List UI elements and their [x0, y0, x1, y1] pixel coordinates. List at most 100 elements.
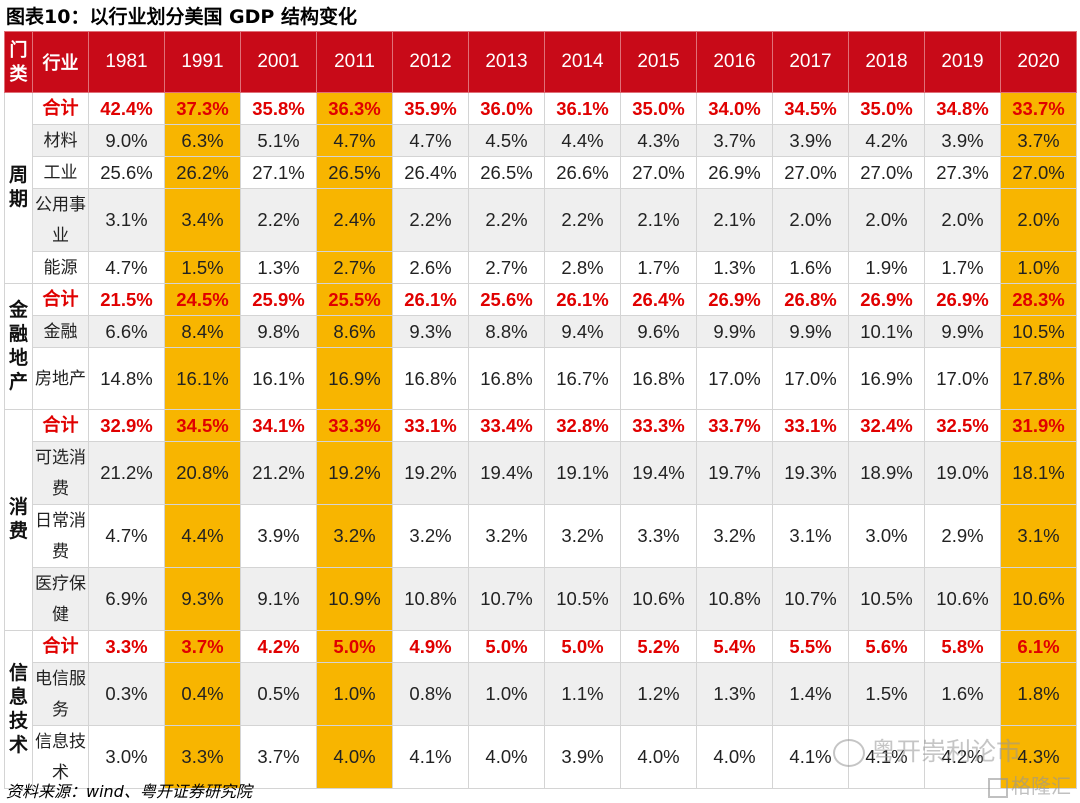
- value-cell: 0.5%: [240, 662, 317, 726]
- value-cell: 9.4%: [544, 315, 621, 348]
- value-cell: 4.7%: [88, 251, 165, 284]
- value-cell: 36.1%: [544, 92, 621, 125]
- value-cell: 3.4%: [164, 188, 241, 252]
- wechat-icon: [833, 739, 865, 767]
- industry-label: 能源: [32, 251, 89, 284]
- total-row: 信息技术 合计 3.3% 3.7% 4.2% 5.0% 4.9% 5.0% 5.0% 5.2% 5.…: [4, 630, 1077, 789]
- header-year: 2001: [240, 31, 317, 93]
- value-cell: 9.9%: [772, 315, 849, 348]
- value-cell: 26.5%: [468, 156, 545, 189]
- value-cell: 2.6%: [392, 251, 469, 284]
- value-cell: 1.9%: [848, 251, 925, 284]
- value-cell: 9.9%: [696, 315, 773, 348]
- value-cell: 4.0%: [696, 725, 773, 789]
- value-cell: 10.7%: [772, 567, 849, 631]
- header-year: 1981: [88, 31, 165, 93]
- value-cell: 6.3%: [164, 124, 241, 157]
- value-cell: 32.5%: [924, 409, 1001, 442]
- value-cell: 4.2%: [240, 630, 317, 663]
- value-cell: 3.3%: [88, 630, 165, 663]
- value-cell: 26.2%: [164, 156, 241, 189]
- value-cell: 21.5%: [88, 283, 165, 316]
- table-row: 医疗保健 6.9% 9.3% 9.1% 10.9% 10.8% 10.7% 10.5% 10.6…: [5, 567, 1077, 631]
- value-cell: 16.8%: [468, 347, 545, 410]
- value-cell: 2.2%: [544, 188, 621, 252]
- industry-label: 金融: [32, 315, 89, 348]
- table-row: 信息技术 3.0% 3.3% 3.7% 4.0% 4.1% 4.0% 3.9% 4.0% 4.0%…: [5, 725, 1077, 789]
- header-year: 2013: [468, 31, 545, 93]
- value-cell: 26.9%: [924, 283, 1001, 316]
- value-cell: 33.7%: [696, 409, 773, 442]
- figure-title: 图表10：以行业划分美国 GDP 结构变化: [6, 6, 357, 28]
- value-cell: 4.0%: [620, 725, 697, 789]
- value-cell: 2.2%: [240, 188, 317, 252]
- value-cell: 4.4%: [164, 504, 241, 568]
- value-cell: 9.3%: [164, 567, 241, 631]
- value-cell: 3.2%: [392, 504, 469, 568]
- value-cell: 27.0%: [620, 156, 697, 189]
- value-cell: 2.7%: [316, 251, 393, 284]
- value-cell: 33.1%: [772, 409, 849, 442]
- value-cell: 9.8%: [240, 315, 317, 348]
- value-cell: 1.0%: [468, 662, 545, 726]
- value-cell: 3.9%: [240, 504, 317, 568]
- value-cell: 3.7%: [240, 725, 317, 789]
- value-cell: 4.2%: [848, 124, 925, 157]
- value-cell: 1.7%: [924, 251, 1001, 284]
- value-cell: 32.4%: [848, 409, 925, 442]
- value-cell: 3.2%: [468, 504, 545, 568]
- value-cell: 33.4%: [468, 409, 545, 442]
- value-cell: 42.4%: [88, 92, 165, 125]
- value-cell: 33.7%: [1000, 92, 1077, 125]
- value-cell: 16.7%: [544, 347, 621, 410]
- value-cell: 6.9%: [88, 567, 165, 631]
- value-cell: 8.8%: [468, 315, 545, 348]
- total-row: 周期 合计 42.4% 37.3% 35.8% 36.3% 35.9% 36.0% 36.1% 3…: [4, 92, 1077, 284]
- value-cell: 21.2%: [88, 441, 165, 505]
- value-cell: 34.8%: [924, 92, 1001, 125]
- table-row: 工业 25.6% 26.2% 27.1% 26.5% 26.4% 26.5% 26.6% 27.…: [5, 156, 1077, 189]
- industry-label: 电信服务: [32, 662, 89, 726]
- value-cell: 5.8%: [924, 630, 1001, 663]
- value-cell: 3.0%: [848, 504, 925, 568]
- value-cell: 19.1%: [544, 441, 621, 505]
- value-cell: 27.1%: [240, 156, 317, 189]
- value-cell: 4.4%: [544, 124, 621, 157]
- value-cell: 3.1%: [1000, 504, 1077, 568]
- watermark: 粤开崇利论市: [833, 732, 1021, 768]
- value-cell: 10.6%: [924, 567, 1001, 631]
- value-cell: 10.9%: [316, 567, 393, 631]
- header-industry: 行业: [32, 31, 89, 93]
- table-row: 金融 6.6% 8.4% 9.8% 8.6% 9.3% 8.8% 9.4% 9.6% 9.9% 9.…: [5, 315, 1077, 348]
- value-cell: 19.4%: [620, 441, 697, 505]
- category-cell: 周期: [4, 92, 33, 284]
- value-cell: 3.0%: [88, 725, 165, 789]
- value-cell: 26.9%: [696, 283, 773, 316]
- header-year: 2018: [848, 31, 925, 93]
- value-cell: 10.5%: [848, 567, 925, 631]
- value-cell: 4.0%: [316, 725, 393, 789]
- value-cell: 8.6%: [316, 315, 393, 348]
- value-cell: 6.1%: [1000, 630, 1077, 663]
- value-cell: 27.0%: [848, 156, 925, 189]
- watermark-logo: 格隆汇: [988, 770, 1071, 799]
- value-cell: 3.2%: [696, 504, 773, 568]
- value-cell: 2.4%: [316, 188, 393, 252]
- table-body: 周期 合计 42.4% 37.3% 35.8% 36.3% 35.9% 36.0% 36.1% 3…: [4, 92, 1077, 789]
- value-cell: 16.8%: [392, 347, 469, 410]
- value-cell: 17.8%: [1000, 347, 1077, 410]
- table-row: 可选消费 21.2% 20.8% 21.2% 19.2% 19.2% 19.4% 19.1% 1…: [5, 441, 1077, 505]
- value-cell: 3.3%: [620, 504, 697, 568]
- value-cell: 1.5%: [164, 251, 241, 284]
- table-row: 材料 9.0% 6.3% 5.1% 4.7% 4.7% 4.5% 4.4% 4.3% 3.7% 3.…: [5, 124, 1077, 157]
- value-cell: 5.2%: [620, 630, 697, 663]
- header-year: 2017: [772, 31, 849, 93]
- value-cell: 26.6%: [544, 156, 621, 189]
- logo-icon: [988, 777, 1008, 798]
- source-note: 资料来源：wind、粤开证券研究院: [6, 782, 252, 801]
- value-cell: 3.2%: [544, 504, 621, 568]
- total-row: 金融地产 合计 21.5% 24.5% 25.9% 25.5% 26.1% 25.6% 26.1…: [4, 283, 1077, 410]
- value-cell: 33.1%: [392, 409, 469, 442]
- value-cell: 27.0%: [772, 156, 849, 189]
- value-cell: 1.1%: [544, 662, 621, 726]
